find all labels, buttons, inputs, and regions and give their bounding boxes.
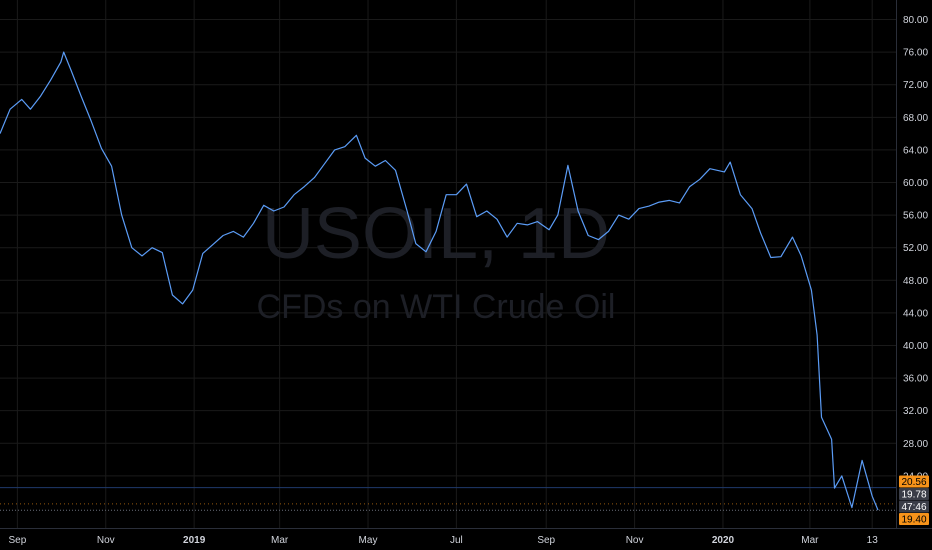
low-marker-label: 19.40 <box>901 515 926 526</box>
high-marker-label: 20.56 <box>901 477 926 488</box>
x-tick-label: Sep <box>8 535 26 546</box>
y-tick-label: 68.00 <box>903 113 928 124</box>
price-series <box>0 51 879 511</box>
time-axis[interactable]: Sep Nov 2019 Mar May Jul Sep Nov 2020 Mar 13 <box>8 535 878 546</box>
x-tick-label: May <box>359 535 378 546</box>
y-tick-label: 44.00 <box>903 308 928 319</box>
countdown-badge: 47:46 <box>899 500 929 513</box>
y-tick-label: 64.00 <box>903 145 928 156</box>
low-marker-badge: 19.40 <box>899 513 929 526</box>
y-tick-label: 28.00 <box>903 439 928 450</box>
y-tick-label: 56.00 <box>903 211 928 222</box>
y-tick-label: 36.00 <box>903 374 928 385</box>
x-tick-label: Jul <box>450 535 463 546</box>
watermark-symbol: USOIL, 1D <box>262 194 610 274</box>
x-tick-label: 2020 <box>712 535 735 546</box>
y-tick-label: 72.00 <box>903 80 928 91</box>
high-marker-badge: 20.56 <box>899 475 929 488</box>
horizontal-line[interactable] <box>0 487 896 511</box>
x-tick-label: 2019 <box>183 535 206 546</box>
price-badges: 20.56 19.78 47:46 19.40 <box>899 475 929 526</box>
last-price-badge: 19.78 <box>899 488 929 501</box>
y-tick-label: 40.00 <box>903 341 928 352</box>
y-tick-label: 60.00 <box>903 178 928 189</box>
countdown-label: 47:46 <box>901 502 926 513</box>
x-tick-label: Sep <box>537 535 555 546</box>
x-tick-label: 13 <box>867 535 879 546</box>
y-tick-label: 52.00 <box>903 243 928 254</box>
x-tick-label: Mar <box>271 535 289 546</box>
series-line-usoil <box>0 51 879 511</box>
x-tick-label: Nov <box>626 535 644 546</box>
watermark-description: CFDs on WTI Crude Oil <box>257 288 616 326</box>
time-axis-separator <box>0 528 932 529</box>
grid-lines <box>0 0 896 528</box>
price-axis[interactable]: 80.00 76.00 72.00 68.00 64.00 60.00 56.00 52.00… <box>903 15 928 482</box>
price-axis-separator <box>896 0 897 528</box>
x-tick-label: Nov <box>97 535 115 546</box>
y-tick-label: 32.00 <box>903 406 928 417</box>
y-tick-label: 76.00 <box>903 48 928 59</box>
y-tick-label: 48.00 <box>903 276 928 287</box>
y-tick-label: 80.00 <box>903 15 928 26</box>
x-tick-label: Mar <box>801 535 819 546</box>
last-price-label: 19.78 <box>901 490 926 501</box>
